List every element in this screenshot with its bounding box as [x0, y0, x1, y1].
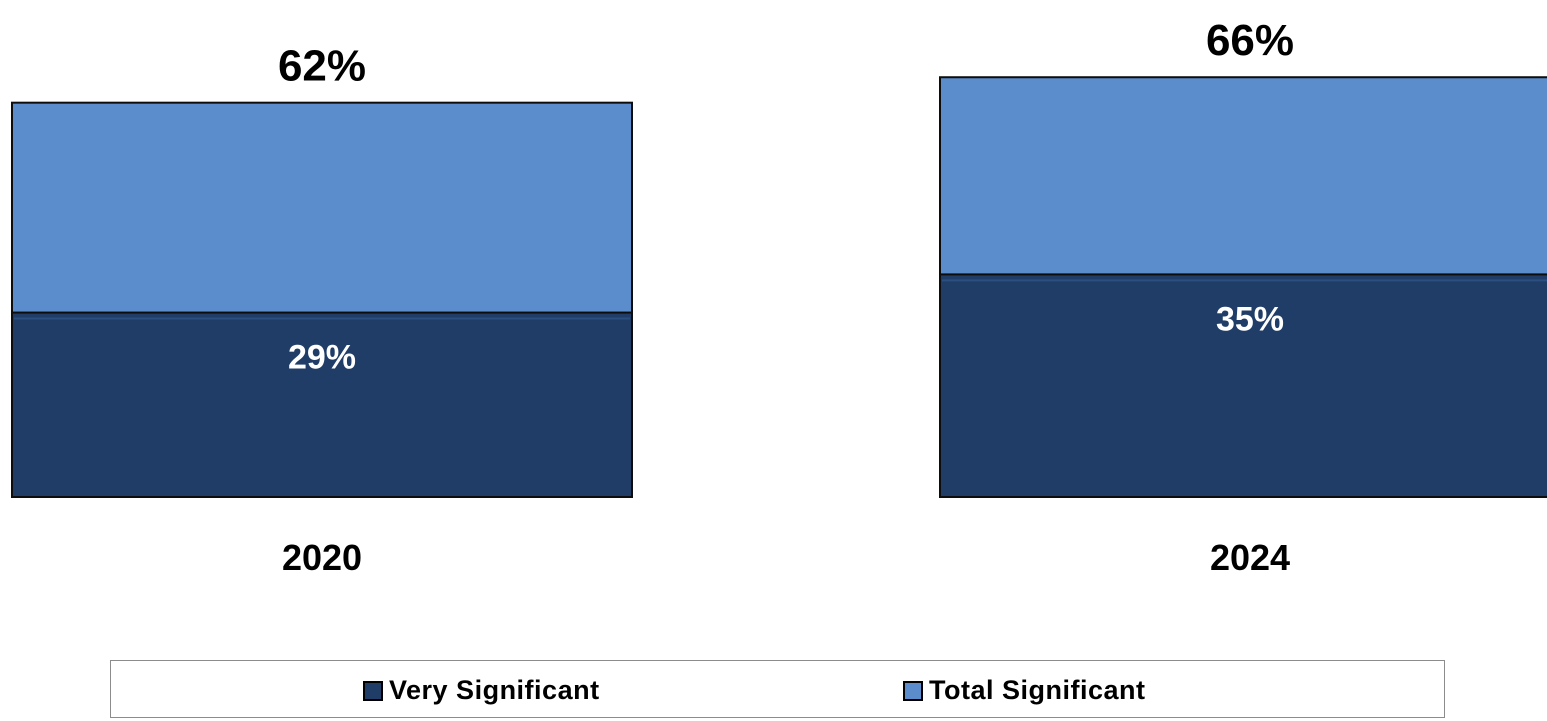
x-tick-label-2020: 2020: [282, 537, 362, 578]
legend-label-total-significant: Total Significant: [929, 675, 1146, 705]
legend-swatch-very-significant: [363, 680, 383, 701]
legend-item-very-significant: Very Significant: [363, 675, 600, 706]
data-label-total-significant-2020: 62%: [278, 42, 366, 91]
chart-legend: Very Significant Total Significant: [110, 660, 1445, 718]
data-label-very-significant-2020: 29%: [288, 339, 356, 377]
bar-very-significant-2020: [11, 311, 633, 498]
legend-item-total-significant: Total Significant: [903, 675, 1146, 706]
bar-very-significant-2024: [939, 273, 1547, 498]
data-label-very-significant-2024: 35%: [1216, 300, 1284, 338]
legend-swatch-total-significant: [903, 680, 923, 701]
legend-label-very-significant: Very Significant: [389, 675, 600, 705]
x-tick-label-2024: 2024: [1210, 537, 1290, 578]
data-label-total-significant-2024: 66%: [1206, 16, 1294, 65]
